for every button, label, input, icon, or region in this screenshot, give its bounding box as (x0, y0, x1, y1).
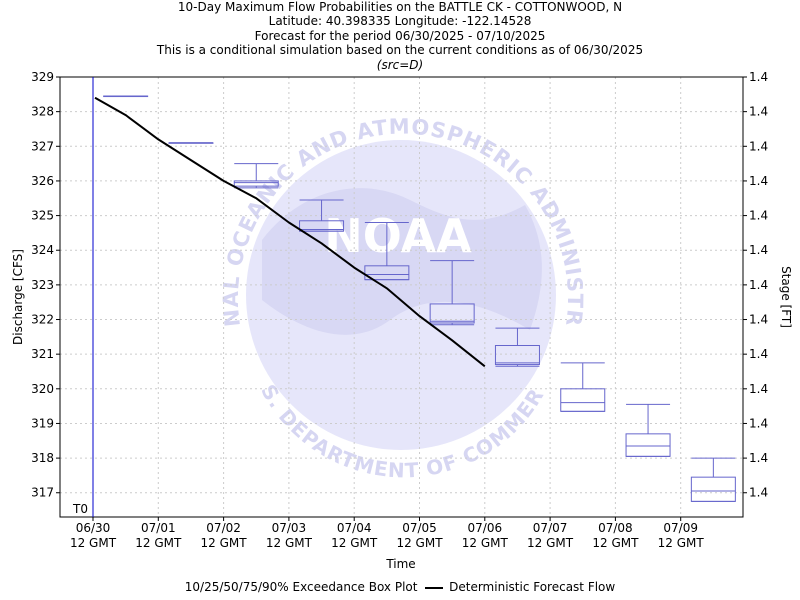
y-tick-label: 327 (31, 139, 54, 153)
y-tick-label: 325 (31, 209, 54, 223)
y2-tick-label: 1.4 (749, 382, 768, 396)
chart-subtitle-conditions: This is a conditional simulation based o… (156, 43, 644, 58)
y-tick-label: 329 (31, 70, 54, 84)
x-tick-date-label: 07/08 (598, 521, 633, 535)
box-plot (560, 362, 606, 412)
y-tick-label: 326 (31, 174, 54, 188)
x-tick-date-label: 06/30 (76, 521, 111, 535)
box-iqr (364, 265, 410, 281)
box-plot (233, 163, 279, 189)
box-plot (168, 142, 214, 144)
noaa-watermark-logo: NATIONAL OCEANIC AND ATMOSPHERIC ADMINIS… (0, 0, 586, 483)
y2-tick-label: 1.4 (749, 486, 768, 500)
legend-forecast-line-label: Deterministic Forecast Flow (449, 580, 616, 594)
t0-label: T0 (72, 502, 88, 516)
y-tick-label: 324 (31, 243, 54, 257)
x-tick-date-label: 07/03 (272, 521, 307, 535)
y-axis-right: 1.4 1.4 1.4 1.4 1.4 1.4 1.4 1.4 1.4 1.4 1.4 1.4 1.4 (743, 70, 768, 500)
y-tick-label: 322 (31, 313, 54, 327)
x-tick-date-label: 07/04 (337, 521, 372, 535)
y2-tick-label: 1.4 (749, 347, 768, 361)
box-plot (429, 260, 475, 326)
box-plot (494, 327, 540, 367)
y2-axis-title: Stage [FT] (779, 266, 793, 328)
chart-subtitle-source: (src=D) (376, 57, 424, 72)
x-tick-time-label: 12 GMT (658, 536, 705, 550)
box-iqr (494, 345, 540, 366)
x-tick-date-label: 07/06 (468, 521, 503, 535)
y-tick-label: 319 (31, 416, 54, 430)
y2-tick-label: 1.4 (749, 451, 768, 465)
y-tick-label: 328 (31, 105, 54, 119)
box-iqr (560, 388, 606, 412)
y2-tick-label: 1.4 (749, 243, 768, 257)
legend-forecast-line-swatch (425, 586, 444, 589)
x-tick-time-label: 12 GMT (527, 536, 574, 550)
box-plot (625, 403, 671, 457)
y2-tick-label: 1.4 (749, 416, 768, 430)
y2-tick-label: 1.4 (749, 105, 768, 119)
x-tick-time-label: 12 GMT (266, 536, 313, 550)
y-tick-label: 320 (31, 382, 54, 396)
x-tick-time-label: 12 GMT (396, 536, 443, 550)
box-plot (299, 199, 345, 232)
x-tick-time-label: 12 GMT (135, 536, 182, 550)
box-plot (364, 222, 410, 281)
y2-tick-label: 1.4 (749, 209, 768, 223)
y2-tick-label: 1.4 (749, 139, 768, 153)
chart-title: 10-Day Maximum Flow Probabilities on the… (177, 0, 623, 14)
y2-tick-label: 1.4 (749, 70, 768, 84)
y-axis-title: Discharge [CFS] (11, 249, 25, 345)
x-tick-date-label: 07/01 (141, 521, 176, 535)
y-axis-left: 317 318 319 320 321 322 323 324 325 326 327 328 329 (31, 70, 60, 500)
x-tick-date-label: 07/07 (533, 521, 568, 535)
chart-legend: 10/25/50/75/90% Exceedance Box Plot Dete… (0, 580, 800, 594)
x-axis-title: Time (385, 557, 415, 571)
chart-title-block: 10-Day Maximum Flow Probabilities on the… (0, 0, 800, 72)
x-tick-time-label: 12 GMT (592, 536, 639, 550)
y2-tick-label: 1.4 (749, 278, 768, 292)
x-tick-date-label: 07/02 (206, 521, 241, 535)
box-iqr (690, 476, 736, 502)
x-tick-date-label: 07/09 (663, 521, 698, 535)
box-plot (690, 457, 736, 502)
x-tick-date-label: 07/05 (402, 521, 437, 535)
chart-subtitle-period: Forecast for the period 06/30/2025 - 07/… (254, 28, 546, 43)
box-plot (103, 95, 149, 98)
box-iqr (625, 433, 671, 457)
y-tick-label: 317 (31, 486, 54, 500)
plot-area-frame (59, 76, 744, 518)
chart-subtitle-coordinates: Latitude: 40.398335 Longitude: -122.1452… (268, 14, 532, 29)
y-tick-label: 321 (31, 347, 54, 361)
box-iqr (429, 303, 475, 324)
y-tick-label: 323 (31, 278, 54, 292)
x-tick-time-label: 12 GMT (462, 536, 509, 550)
watermark-noaa-text: NOAA (324, 209, 472, 263)
exceedance-box-plots (103, 95, 736, 502)
legend-box-plot-label: 10/25/50/75/90% Exceedance Box Plot (184, 580, 418, 594)
box-iqr (233, 180, 279, 187)
box-iqr (299, 220, 345, 232)
x-tick-time-label: 12 GMT (201, 536, 248, 550)
watermark-seagull (262, 188, 542, 335)
forecast-series (94, 96, 486, 368)
deterministic-forecast-line (94, 96, 486, 368)
y-tick-label: 318 (31, 451, 54, 465)
x-tick-time-label: 12 GMT (70, 536, 117, 550)
y2-tick-label: 1.4 (749, 174, 768, 188)
y2-tick-label: 1.4 (749, 313, 768, 327)
x-tick-time-label: 12 GMT (331, 536, 378, 550)
